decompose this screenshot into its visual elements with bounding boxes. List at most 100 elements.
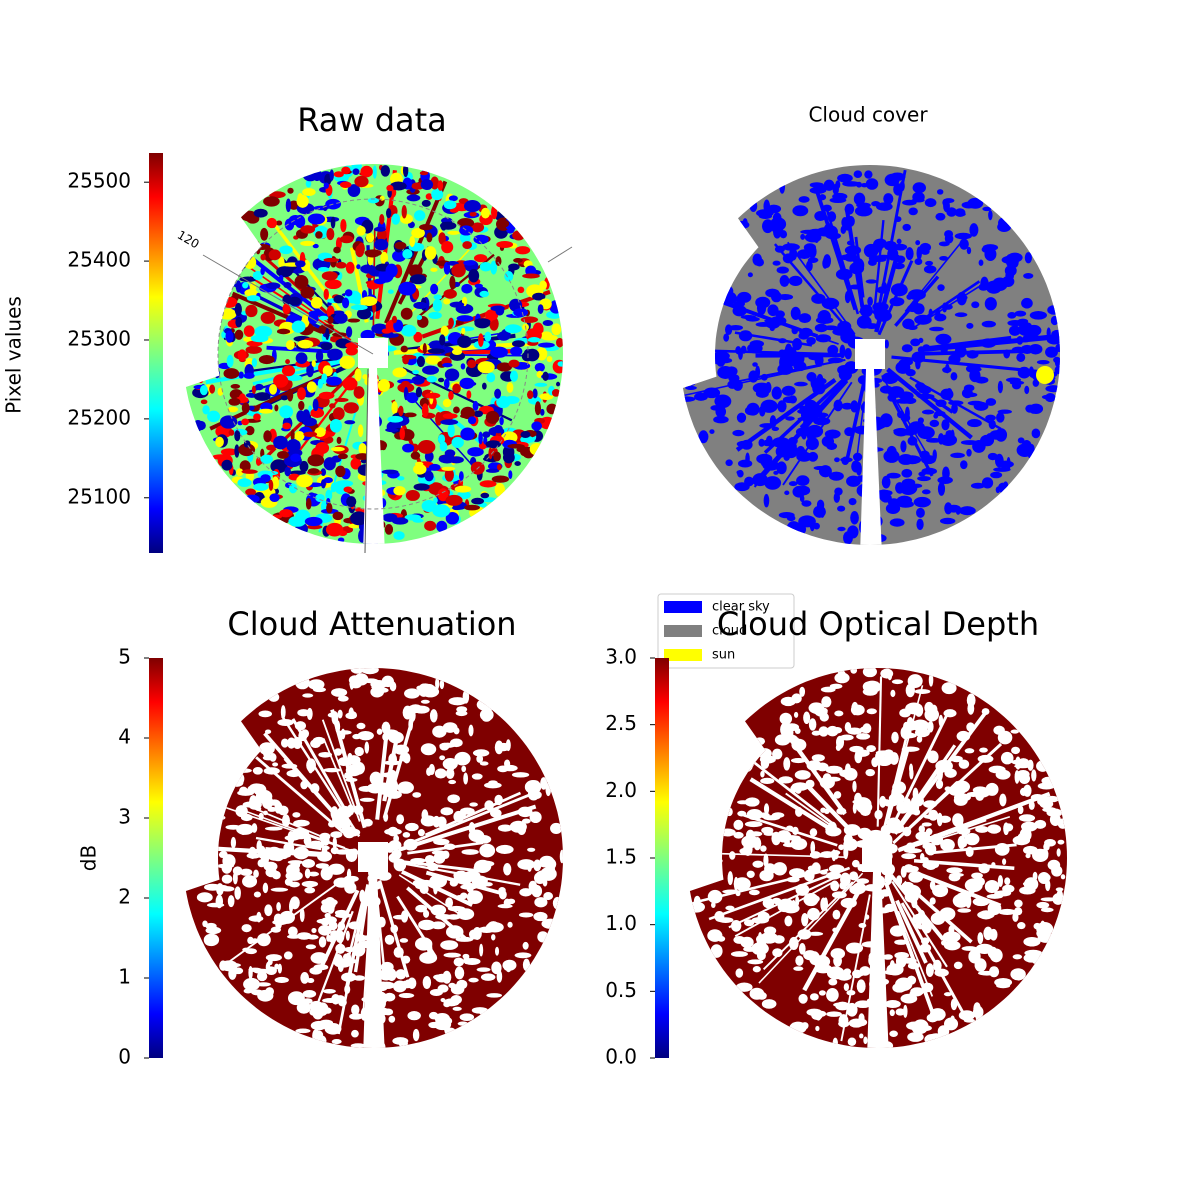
blob [258,355,275,365]
blob [390,924,399,934]
blob [874,238,887,249]
blob [921,918,927,932]
blob [1009,380,1025,385]
blob [710,241,727,249]
blob [433,852,446,864]
blob [377,871,392,881]
blob [538,342,555,348]
blob [198,376,204,384]
blob [936,767,943,782]
blob [508,470,513,480]
blob [1014,770,1020,784]
blob [426,182,432,190]
blob [937,433,945,445]
blob [872,302,889,312]
blob [328,935,334,943]
blob [917,346,925,354]
blob [718,273,733,287]
blob [792,351,805,366]
blob [331,994,341,1005]
blob [715,246,722,251]
blob [708,299,726,306]
blob [942,931,961,943]
blob [471,497,484,505]
blob [724,291,737,305]
blob [447,794,460,804]
blob [443,261,451,275]
blob [354,746,364,757]
blob [936,189,944,195]
blob [287,388,294,402]
blob [439,742,450,751]
blob [520,431,531,438]
blob [911,898,918,909]
blob [730,734,747,740]
blob [735,346,742,355]
blob [479,943,484,957]
blob [322,365,333,377]
blob [834,457,840,463]
blob [788,481,798,487]
blob [365,232,375,243]
blob [692,814,711,823]
blob [1054,365,1060,375]
blob [537,931,549,943]
blob [237,349,247,362]
blob [267,958,273,966]
blob [302,998,313,1004]
blob [442,398,452,408]
blob [752,860,764,868]
blob [269,384,278,395]
blob [834,710,844,717]
blob [415,386,423,398]
blob [532,292,546,301]
blob [834,672,850,684]
blob [240,827,247,836]
blob [994,977,1013,987]
blob [418,919,436,931]
blob [459,807,475,815]
blob [318,391,335,400]
blob [268,249,281,261]
blob [507,921,513,928]
blob [788,437,798,445]
blob [1002,858,1007,865]
blob [895,255,906,264]
blob [226,354,234,368]
blob [253,413,261,421]
blob [476,754,484,763]
blob [330,806,339,820]
blob [951,403,958,414]
blob [557,361,563,367]
blob [263,430,272,443]
blob [346,828,361,837]
blob [468,268,480,283]
blob [823,897,829,911]
blob [980,338,997,348]
blob [791,693,802,704]
blob [248,915,264,922]
blob [1017,805,1024,815]
blob [410,858,426,864]
blob [914,258,923,265]
blob [201,814,216,820]
blob [830,880,840,892]
blob [896,801,910,814]
blob [299,460,309,473]
blob [486,993,503,998]
blob [833,791,842,799]
blob [795,785,802,794]
blob [748,889,760,896]
blob [943,199,950,213]
blob [849,884,866,895]
blob [300,972,310,984]
blob [1028,443,1035,455]
blob [297,709,310,717]
blob [356,722,366,730]
blob [251,823,258,833]
blob [903,1004,908,1018]
blob [795,895,800,907]
streak [749,777,837,834]
blob [733,935,746,944]
